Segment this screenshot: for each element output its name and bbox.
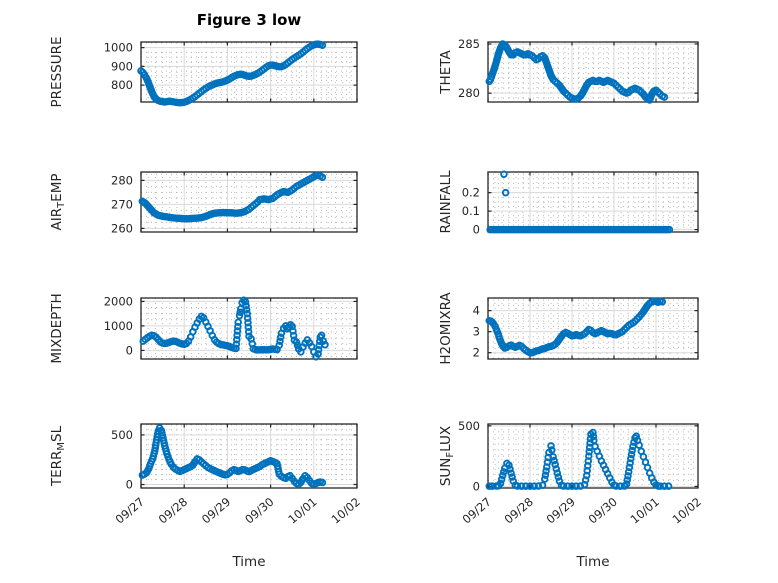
mixdepth-data-markers	[139, 296, 329, 361]
terr-ytick-label: 0	[126, 478, 133, 492]
terr-ytick-label: 500	[111, 428, 133, 442]
airtemp-data-markers	[138, 171, 327, 223]
airtemp-ytick-label: 260	[111, 221, 133, 235]
terr-ylabel: TERRMSL	[49, 425, 67, 487]
pressure-ylabel: PRESSURE	[49, 37, 65, 108]
theta-ylabel: THETA	[438, 50, 454, 95]
sun-ytick-label: 500	[458, 419, 480, 433]
rainfall-ytick-label: 0	[473, 223, 480, 237]
pressure-ytick-label: 900	[111, 59, 133, 73]
airtemp-ytick-label: 280	[111, 173, 133, 187]
sun-xtick-label: 09/30	[586, 495, 620, 527]
airtemp-ytick-label: 270	[111, 197, 133, 211]
sun-xtick-label: 10/01	[628, 495, 662, 527]
subplot-rainfall: 0 0.1 0.2 RAINFALL	[438, 170, 699, 237]
h2omixra-ytick-label: 3	[473, 325, 480, 339]
mixdepth-ylabel: MIXDEPTH	[49, 293, 65, 363]
theta-ytick-label: 285	[458, 37, 480, 51]
subplot-mixdepth: 0 1000 2000 MIXDEPTH	[49, 293, 358, 364]
sun-xtick-label: 10/02	[670, 495, 704, 527]
mixdepth-ytick-label: 2000	[104, 294, 133, 308]
sun-xtick-label: 09/29	[544, 495, 578, 527]
sun-ytick-label: 0	[473, 479, 480, 493]
mixdepth-ytick-label: 1000	[104, 319, 133, 333]
subplot-theta: 280 285 THETA	[438, 37, 699, 104]
terr-xtick-label: 10/02	[329, 495, 363, 527]
sun-ylabel: SUNFLUX	[438, 426, 456, 486]
h2omixra-ylabel: H2OMIXRA	[438, 292, 454, 365]
xlabel-time-left: Time	[232, 554, 266, 570]
theta-ytick-label: 280	[458, 86, 480, 100]
terr-xtick-label: 09/28	[156, 495, 190, 527]
rainfall-ytick-label: 0.1	[462, 204, 480, 218]
pressure-data-markers	[137, 40, 327, 107]
airtemp-ylabel: AIRTEMP	[49, 173, 67, 230]
sun-data-markers	[485, 428, 673, 490]
theta-data-markers	[485, 40, 669, 104]
terr-xtick-label: 10/01	[285, 495, 319, 527]
terr-xtick-label: 09/29	[199, 495, 233, 527]
mixdepth-ytick-label: 0	[126, 343, 133, 357]
h2omixra-ytick-label: 2	[473, 346, 480, 360]
subplot-h2omixra: 2 3 4 H2OMIXRA	[438, 292, 699, 365]
pressure-ytick-label: 800	[111, 78, 133, 92]
pressure-ytick-label: 1000	[104, 41, 133, 55]
sun-xtick-label: 09/28	[502, 495, 536, 527]
terr-xtick-label: 09/30	[242, 495, 276, 527]
rainfall-data-markers	[486, 170, 674, 234]
figure-title: Figure 3 low	[196, 11, 302, 29]
sun-xtick-label: 09/27	[460, 495, 494, 527]
rainfall-ytick-label: 0.2	[462, 186, 480, 200]
subplot-terr: 0 500 TERRMSL 09/27 09/28 09/29 09/30 10/01 10/0…	[49, 423, 363, 527]
terr-data-markers	[138, 424, 327, 489]
subplot-airtemp: 260 270 280 AIRTEMP	[49, 171, 358, 235]
h2omixra-ytick-label: 4	[473, 304, 480, 318]
rainfall-ylabel: RAINFALL	[438, 170, 454, 233]
xlabel-time-right: Time	[576, 554, 610, 570]
terr-xtick-label: 09/27	[113, 495, 147, 527]
h2omixra-data-markers	[485, 297, 667, 357]
subplot-pressure: 800 900 1000 PRESSURE	[49, 37, 358, 108]
